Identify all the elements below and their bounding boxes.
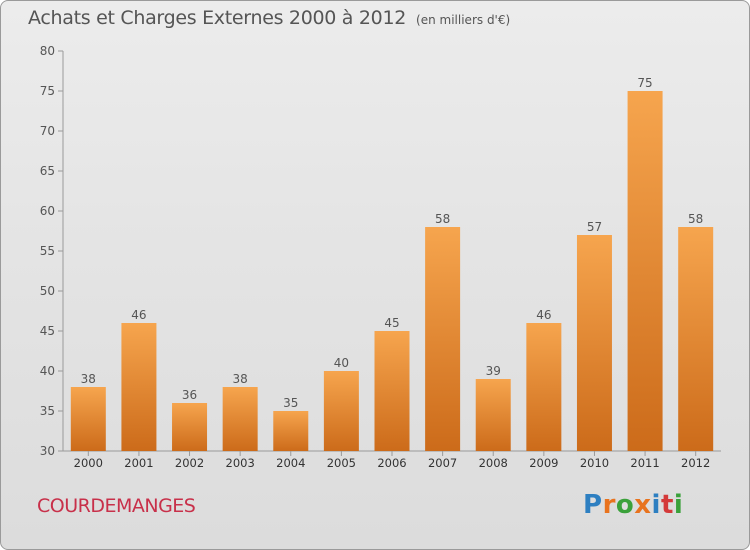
y-tick-label: 70 [40,124,55,138]
data-label: 58 [435,212,450,226]
y-tick-label: 40 [40,364,55,378]
y-tick-label: 50 [40,284,55,298]
bar [627,91,663,451]
data-label: 46 [536,308,551,322]
y-tick-label: 75 [40,84,55,98]
bar [374,331,410,451]
x-tick-label: 2008 [479,456,508,470]
bar [121,323,157,451]
chart-labels: 2000 38 2001 46 2002 36 2003 38 2004 35 2005 40 2006… [74,76,711,470]
y-tick-label: 30 [40,444,55,458]
x-tick-label: 2001 [124,456,153,470]
x-tick-label: 2007 [428,456,457,470]
bar [70,387,106,451]
chart-title: Achats et Charges Externes 2000 à 2012 (e… [28,7,510,29]
data-label: 46 [131,308,146,322]
logo-letter: P [583,490,603,520]
x-tick-label: 2000 [74,456,103,470]
x-tick-label: 2010 [580,456,609,470]
x-tick-label: 2003 [226,456,255,470]
data-label: 39 [486,364,501,378]
bar [576,235,612,451]
data-label: 38 [81,372,96,386]
logo-letter: o [615,490,635,520]
y-tick-label: 55 [40,244,55,258]
data-label: 58 [688,212,703,226]
data-label: 75 [637,76,652,90]
logo-letter: r [602,490,616,520]
chart-bars [70,91,714,451]
x-tick-label: 2004 [276,456,305,470]
bar [222,387,258,451]
bar [425,227,461,451]
logo-letter: i [673,490,684,520]
data-label: 35 [283,396,298,410]
data-label: 36 [182,388,197,402]
y-tick-label: 80 [40,44,55,58]
x-tick-label: 2002 [175,456,204,470]
x-tick-label: 2012 [681,456,710,470]
bar [475,379,511,451]
y-tick-label: 35 [40,404,55,418]
x-tick-label: 2005 [327,456,356,470]
commune-name: COURDEMANGES [37,495,196,517]
y-tick-label: 45 [40,324,55,338]
y-tick-label: 65 [40,164,55,178]
logo-letter: x [634,490,652,520]
bar [273,411,309,451]
logo-letter: t [660,490,674,520]
bar [526,323,562,451]
data-label: 38 [233,372,248,386]
x-tick-label: 2011 [630,456,659,470]
x-tick-label: 2006 [377,456,406,470]
data-label: 45 [384,316,399,330]
bar [678,227,714,451]
chart-title-text: Achats et Charges Externes 2000 à 2012 [28,7,407,29]
data-label: 57 [587,220,602,234]
bar [172,403,208,451]
logo-letter: i [651,490,661,520]
x-tick-label: 2009 [529,456,558,470]
y-tick-label: 60 [40,204,55,218]
bar [323,371,359,451]
proxiti-logo: Proxiti [583,490,683,520]
chart-unit: (en milliers d'€) [416,13,511,27]
data-label: 40 [334,356,349,370]
